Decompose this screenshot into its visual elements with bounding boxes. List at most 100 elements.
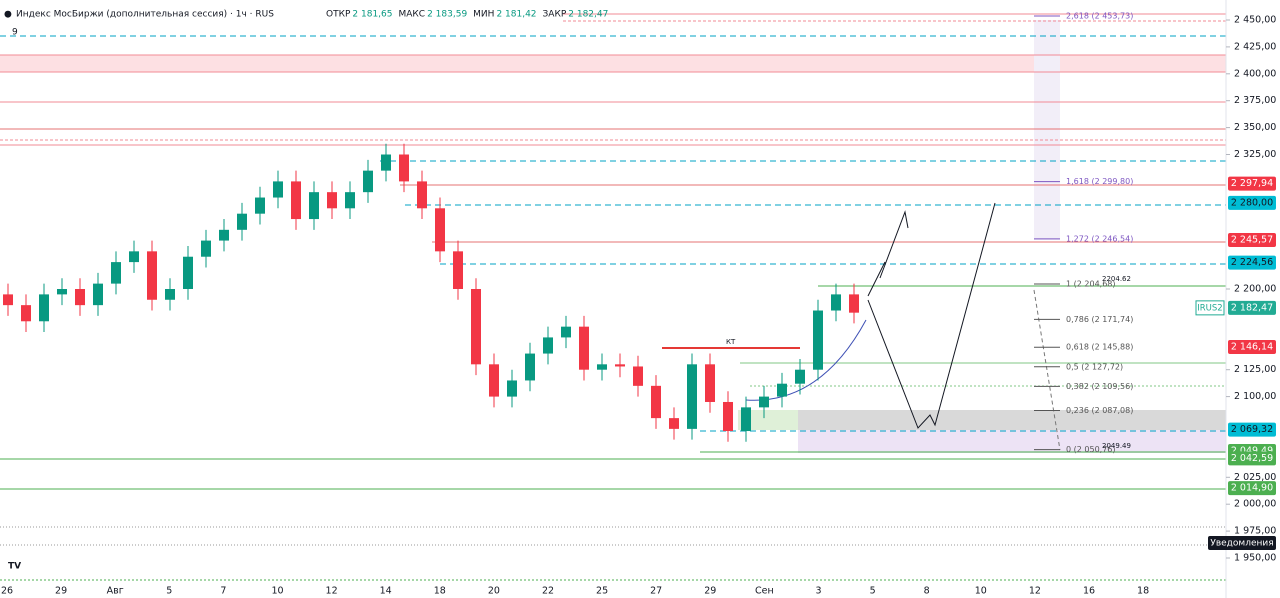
price-label: 2 245,57 bbox=[1231, 234, 1273, 245]
x-tick-label: Авг bbox=[107, 586, 124, 597]
candle-body bbox=[507, 380, 517, 397]
annotation: 2049.49 bbox=[1102, 442, 1131, 450]
zone bbox=[1034, 20, 1060, 240]
price-label: 2 297,94 bbox=[1231, 178, 1273, 189]
candle-body bbox=[3, 294, 13, 306]
candle-body bbox=[201, 240, 211, 257]
ohlc-name: ЗАКР bbox=[543, 10, 567, 20]
candle-body bbox=[417, 181, 427, 209]
fib-label: 2,618 (2 453,73) bbox=[1066, 11, 1133, 20]
fib-label: 0,786 (2 171,74) bbox=[1066, 315, 1133, 324]
fib-label: 0,5 (2 127,72) bbox=[1066, 362, 1123, 371]
candle-body bbox=[363, 170, 373, 193]
price-badge bbox=[1228, 481, 1276, 496]
ohlc-name: ОТКР bbox=[326, 10, 351, 20]
ohlc-name: МАКС bbox=[398, 10, 425, 20]
fib-trend bbox=[1033, 289, 1061, 451]
candle-body bbox=[687, 364, 697, 429]
x-tick-label: 29 bbox=[704, 586, 716, 597]
candle-body bbox=[831, 294, 841, 311]
zone bbox=[738, 410, 798, 430]
symbol-name: IRUS2 bbox=[1197, 303, 1222, 313]
fib-label: 0,236 (2 087,08) bbox=[1066, 406, 1133, 415]
price-label: 2 182,47 bbox=[1231, 302, 1273, 313]
x-tick-label: 14 bbox=[380, 586, 392, 597]
price-badge bbox=[1228, 422, 1276, 437]
x-tick-label: 18 bbox=[1137, 586, 1149, 597]
candle-body bbox=[345, 192, 355, 209]
price-label: 2 069,32 bbox=[1231, 424, 1273, 435]
x-tick-label: 27 bbox=[650, 586, 662, 597]
candle-body bbox=[237, 213, 247, 230]
candle-body bbox=[399, 154, 409, 182]
x-tick-label: 20 bbox=[488, 586, 500, 597]
x-tick-label: 12 bbox=[1029, 586, 1041, 597]
x-tick-label: 10 bbox=[271, 586, 283, 597]
y-tick-label: 1 950,00 bbox=[1234, 553, 1276, 564]
x-tick-label: 26 bbox=[1, 586, 13, 597]
candle-body bbox=[255, 197, 265, 214]
fib-label: 0,382 (2 109,56) bbox=[1066, 382, 1133, 391]
ohlc-value: 2 181,65 bbox=[352, 10, 392, 20]
candle-body bbox=[651, 385, 661, 419]
candle-body bbox=[597, 364, 607, 370]
price-badge bbox=[1228, 300, 1276, 315]
candle-body bbox=[381, 154, 391, 171]
y-tick-label: 2 425,00 bbox=[1234, 41, 1276, 52]
candle-body bbox=[471, 289, 481, 365]
price-label: 2 146,14 bbox=[1231, 341, 1273, 352]
x-tick-label: 10 bbox=[975, 586, 987, 597]
price-badge bbox=[1228, 451, 1276, 466]
logo: TV bbox=[8, 562, 21, 572]
price-label: 2 049,49 bbox=[1231, 445, 1273, 456]
indicator-count: 9 bbox=[12, 28, 18, 38]
x-tick-label: 22 bbox=[542, 586, 554, 597]
x-tick-label: 3 bbox=[815, 586, 821, 597]
ohlc-value: 2 181,42 bbox=[496, 10, 536, 20]
candle-body bbox=[111, 262, 121, 284]
x-tick-label: 12 bbox=[326, 586, 338, 597]
levels bbox=[0, 13, 1226, 581]
price-badge bbox=[1228, 176, 1276, 191]
ohlc-name: МИН bbox=[473, 10, 494, 20]
candle-body bbox=[93, 283, 103, 306]
price-label: 2 042,59 bbox=[1231, 453, 1273, 464]
y-tick-label: 2 100,00 bbox=[1234, 391, 1276, 402]
y-tick-label: 2 025,00 bbox=[1234, 472, 1276, 483]
annotation: КТ bbox=[726, 338, 736, 346]
price-badge bbox=[1228, 339, 1276, 354]
x-tick-label: 5 bbox=[166, 586, 172, 597]
candle-body bbox=[759, 396, 769, 408]
annotation: 2204.62 bbox=[1102, 275, 1131, 283]
y-tick-label: 2 350,00 bbox=[1234, 122, 1276, 133]
price-label: 2 280,00 bbox=[1231, 197, 1273, 208]
candle-body bbox=[75, 289, 85, 306]
candle-body bbox=[309, 192, 319, 220]
candle-body bbox=[813, 310, 823, 370]
candle-body bbox=[615, 364, 625, 367]
candle-body bbox=[453, 251, 463, 289]
candle-body bbox=[165, 289, 175, 300]
price-label: 2 014,90 bbox=[1231, 483, 1273, 494]
candle-body bbox=[705, 364, 715, 402]
fib-label: 0,618 (2 145,88) bbox=[1066, 343, 1133, 352]
candle-body bbox=[849, 294, 859, 313]
notification-badge[interactable] bbox=[1208, 536, 1276, 550]
candle-body bbox=[633, 366, 643, 386]
candle-body bbox=[39, 294, 49, 322]
candle-body bbox=[525, 353, 535, 381]
fib-label: 1,618 (2 299,80) bbox=[1066, 177, 1133, 186]
candle-body bbox=[57, 289, 67, 295]
y-tick-label: 2 000,00 bbox=[1234, 499, 1276, 510]
ohlc-value: 2 183,59 bbox=[427, 10, 467, 20]
candle-body bbox=[489, 364, 499, 397]
candle-body bbox=[273, 181, 283, 198]
notification[interactable]: Уведомления bbox=[1210, 539, 1273, 549]
zone bbox=[798, 410, 1226, 430]
candle-body bbox=[21, 305, 31, 322]
candle-body bbox=[669, 418, 679, 429]
fib-label: 0 (2 050,76) bbox=[1066, 445, 1116, 454]
candle-body bbox=[561, 326, 571, 338]
y-tick-label: 2 325,00 bbox=[1234, 149, 1276, 160]
